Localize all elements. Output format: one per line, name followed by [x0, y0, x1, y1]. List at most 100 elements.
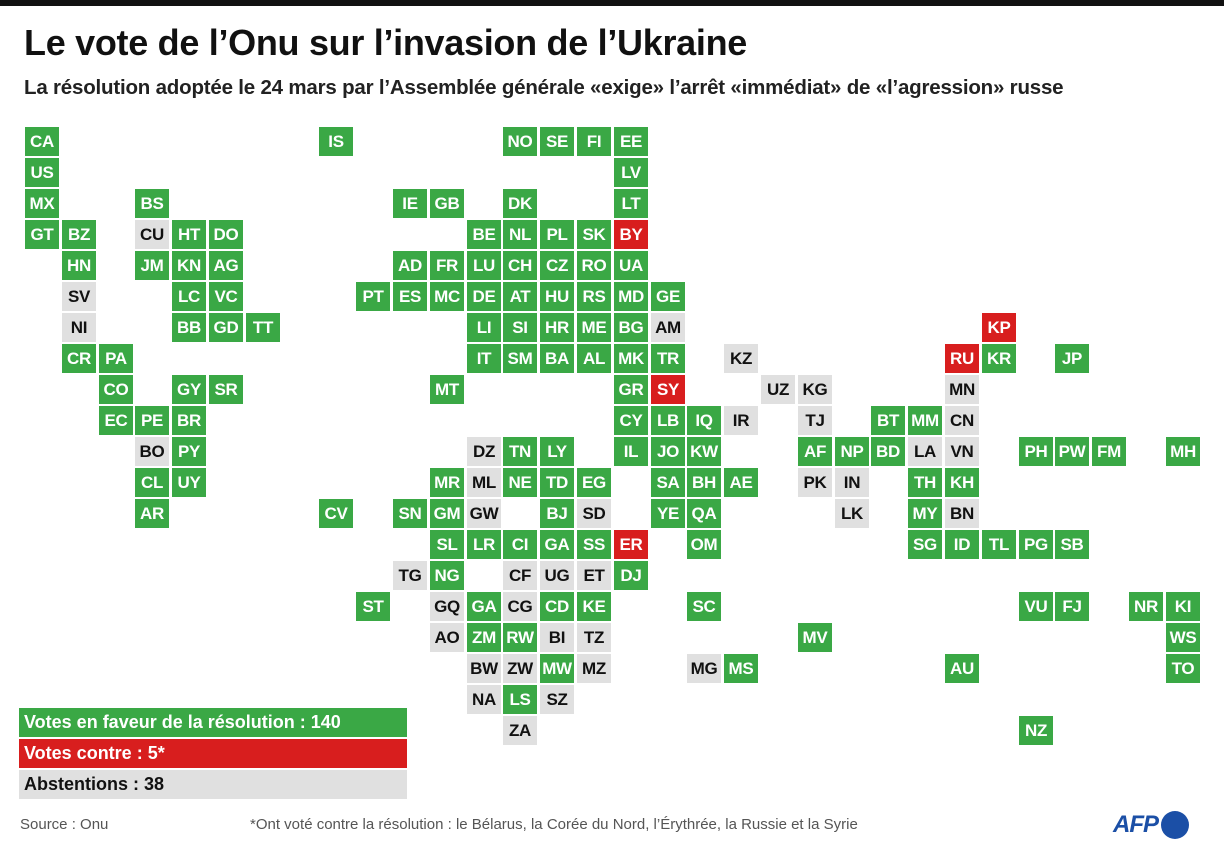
country-tile-bi: BI: [540, 623, 574, 652]
country-tile-sg: SG: [908, 530, 942, 559]
country-tile-sz: SZ: [540, 685, 574, 714]
legend-abstain: Abstentions : 38: [19, 770, 407, 799]
country-tile-ne: NE: [503, 468, 537, 497]
country-tile-mr: MR: [430, 468, 464, 497]
country-tile-af: AF: [798, 437, 832, 466]
country-tile-al: AL: [577, 344, 611, 373]
country-tile-np: NP: [835, 437, 869, 466]
country-tile-cf: CF: [503, 561, 537, 590]
country-tile-mx: MX: [25, 189, 59, 218]
country-tile-cn: CN: [945, 406, 979, 435]
country-tile-rs: RS: [577, 282, 611, 311]
country-tile-bz: BZ: [62, 220, 96, 249]
country-tile-be: BE: [467, 220, 501, 249]
country-tile-ir: IR: [724, 406, 758, 435]
country-tile-tz: TZ: [577, 623, 611, 652]
country-tile-zw: ZW: [503, 654, 537, 683]
country-tile-co: CO: [99, 375, 133, 404]
country-tile-lu: LU: [467, 251, 501, 280]
country-tile-sc: SC: [687, 592, 721, 621]
country-tile-nz: NZ: [1019, 716, 1053, 745]
country-tile-tj: TJ: [798, 406, 832, 435]
country-tile-za: ZA: [503, 716, 537, 745]
country-tile-fr: FR: [430, 251, 464, 280]
country-tile-ga: GA: [540, 530, 574, 559]
country-tile-bn: BN: [945, 499, 979, 528]
country-tile-tg: TG: [393, 561, 427, 590]
country-tile-om: OM: [687, 530, 721, 559]
country-tile-bt: BT: [871, 406, 905, 435]
legend-no: Votes contre : 5*: [19, 739, 407, 768]
afp-logo: AFP: [1113, 811, 1189, 839]
country-tile-ee: EE: [614, 127, 648, 156]
country-tile-cu: CU: [135, 220, 169, 249]
country-tile-mw: MW: [540, 654, 574, 683]
country-tile-ae: AE: [724, 468, 758, 497]
country-tile-fi: FI: [577, 127, 611, 156]
country-tile-vn: VN: [945, 437, 979, 466]
country-tile-gw: GW: [467, 499, 501, 528]
page-title: Le vote de l’Onu sur l’invasion de l’Ukr…: [24, 22, 747, 63]
country-tile-tr: TR: [651, 344, 685, 373]
country-tile-me: ME: [577, 313, 611, 342]
country-tile-ru: RU: [945, 344, 979, 373]
country-tile-gb: GB: [430, 189, 464, 218]
country-tile-is: IS: [319, 127, 353, 156]
country-tile-uy: UY: [172, 468, 206, 497]
country-tile-it: IT: [467, 344, 501, 373]
country-tile-qa: QA: [687, 499, 721, 528]
country-tile-uz: UZ: [761, 375, 795, 404]
country-tile-kp: KP: [982, 313, 1016, 342]
country-tile-mh: MH: [1166, 437, 1200, 466]
country-tile-bh: BH: [687, 468, 721, 497]
country-tile-jo: JO: [651, 437, 685, 466]
country-tile-ls: LS: [503, 685, 537, 714]
country-tile-pa: PA: [99, 344, 133, 373]
country-tile-ht: HT: [172, 220, 206, 249]
country-tile-sr: SR: [209, 375, 243, 404]
country-tile-ec: EC: [99, 406, 133, 435]
country-tile-ly: LY: [540, 437, 574, 466]
legend: Votes en faveur de la résolution : 140 V…: [19, 708, 407, 801]
country-tile-sy: SY: [651, 375, 685, 404]
country-tile-lt: LT: [614, 189, 648, 218]
country-tile-br: BR: [172, 406, 206, 435]
country-tile-th: TH: [908, 468, 942, 497]
country-tile-cl: CL: [135, 468, 169, 497]
country-tile-sl: SL: [430, 530, 464, 559]
country-tile-ge: GE: [651, 282, 685, 311]
country-tile-sa: SA: [651, 468, 685, 497]
country-tile-my: MY: [908, 499, 942, 528]
country-tile-kh: KH: [945, 468, 979, 497]
country-tile-cy: CY: [614, 406, 648, 435]
country-tile-by: BY: [614, 220, 648, 249]
country-tile-au: AU: [945, 654, 979, 683]
country-tile-sv: SV: [62, 282, 96, 311]
country-tile-lb: LB: [651, 406, 685, 435]
footnote: *Ont voté contre la résolution : le Béla…: [250, 816, 858, 833]
country-tile-bb: BB: [172, 313, 206, 342]
country-tile-tn: TN: [503, 437, 537, 466]
country-tile-ch: CH: [503, 251, 537, 280]
country-tile-mn: MN: [945, 375, 979, 404]
country-tile-dz: DZ: [467, 437, 501, 466]
country-tile-tl: TL: [982, 530, 1016, 559]
country-tile-hu: HU: [540, 282, 574, 311]
country-tile-la: LA: [908, 437, 942, 466]
page-subtitle: La résolution adoptée le 24 mars par l’A…: [24, 76, 1064, 99]
country-tile-il: IL: [614, 437, 648, 466]
legend-yes: Votes en faveur de la résolution : 140: [19, 708, 407, 737]
country-tile-ci: CI: [503, 530, 537, 559]
country-tile-kn: KN: [172, 251, 206, 280]
country-tile-ng: NG: [430, 561, 464, 590]
country-tile-at: AT: [503, 282, 537, 311]
afp-logo-dot-icon: [1161, 811, 1189, 839]
source-note: Source : Onu: [20, 816, 109, 833]
country-tile-gt: GT: [25, 220, 59, 249]
country-tile-ro: RO: [577, 251, 611, 280]
country-tile-to: TO: [1166, 654, 1200, 683]
country-tile-bd: BD: [871, 437, 905, 466]
country-tile-py: PY: [172, 437, 206, 466]
country-tile-ke: KE: [577, 592, 611, 621]
country-tile-in: IN: [835, 468, 869, 497]
